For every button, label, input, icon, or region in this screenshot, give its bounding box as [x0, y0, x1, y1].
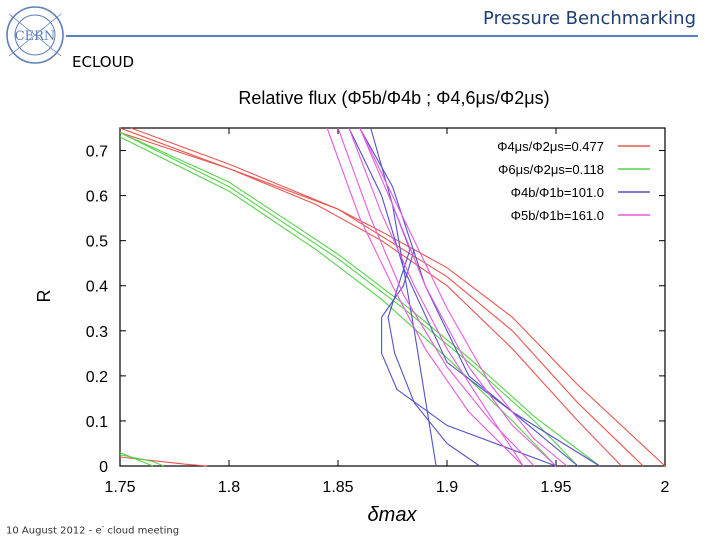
y-tick-label: 0.2 [86, 369, 108, 386]
legend-label-4: Φ5b/Φ1b=161.0 [511, 208, 604, 223]
y-tick-label: 0.6 [86, 189, 108, 206]
x-tick-label: 2 [661, 479, 670, 496]
y-tick-label: 0.1 [86, 414, 108, 431]
slide-subtitle: ECLOUD [72, 53, 135, 71]
series-2-line-3 [119, 136, 557, 467]
series-4-line-5 [359, 127, 568, 467]
x-axis-label: δmax [368, 504, 418, 526]
footer-prefix: 10 August 2012 - e [6, 525, 102, 536]
slide-title: Pressure Benchmarking [483, 8, 696, 29]
cern-logo: CERN [6, 6, 64, 64]
y-tick-label: 0.3 [86, 324, 108, 341]
footer-sup: - [101, 522, 105, 531]
series-4-line-1 [326, 127, 524, 467]
series-4-line-3 [348, 127, 524, 467]
x-tick-label: 1.8 [218, 479, 240, 496]
title-divider [66, 35, 698, 37]
series-3-line-1 [348, 127, 600, 467]
y-axis-label: R [34, 290, 54, 303]
x-tick-label: 1.95 [540, 479, 571, 496]
legend-label-2: Φ6μs/Φ2μs=0.118 [498, 162, 604, 177]
x-tick-label: 1.85 [322, 479, 353, 496]
series-3-line-5 [370, 127, 437, 467]
legend-label-3: Φ4b/Φ1b=101.0 [511, 185, 604, 200]
x-tick-label: 1.75 [104, 479, 135, 496]
series-3-line-3 [387, 204, 481, 467]
series-2-line-4 [119, 451, 153, 467]
series-1-line-2 [130, 127, 644, 467]
series-2-line-5 [119, 454, 164, 467]
y-tick-label: 0.7 [86, 144, 108, 161]
y-tick-label: 0 [99, 459, 108, 476]
x-tick-label: 1.9 [436, 479, 458, 496]
series-4-line-4 [359, 127, 557, 467]
footer: 10 August 2012 - e- cloud meeting [6, 523, 179, 536]
legend-label-1: Φ4μs/Φ2μs=0.477 [497, 139, 604, 154]
footer-suffix: cloud meeting [104, 525, 180, 536]
plot-frame [119, 127, 666, 467]
logo-text: CERN [15, 29, 56, 44]
chart-title: Relative flux (Φ5b/Φ4b ; Φ4,6μs/Φ2μs) [238, 88, 549, 108]
series-1-line-3 [119, 131, 622, 467]
series-3-line-4 [381, 249, 557, 467]
series-3-line-2 [359, 127, 579, 467]
y-tick-label: 0.5 [86, 234, 108, 251]
y-tick-label: 0.4 [86, 279, 108, 296]
series-2-line-2 [119, 132, 579, 467]
series-2-line-1 [119, 131, 600, 467]
series-1-line-1 [119, 127, 666, 467]
